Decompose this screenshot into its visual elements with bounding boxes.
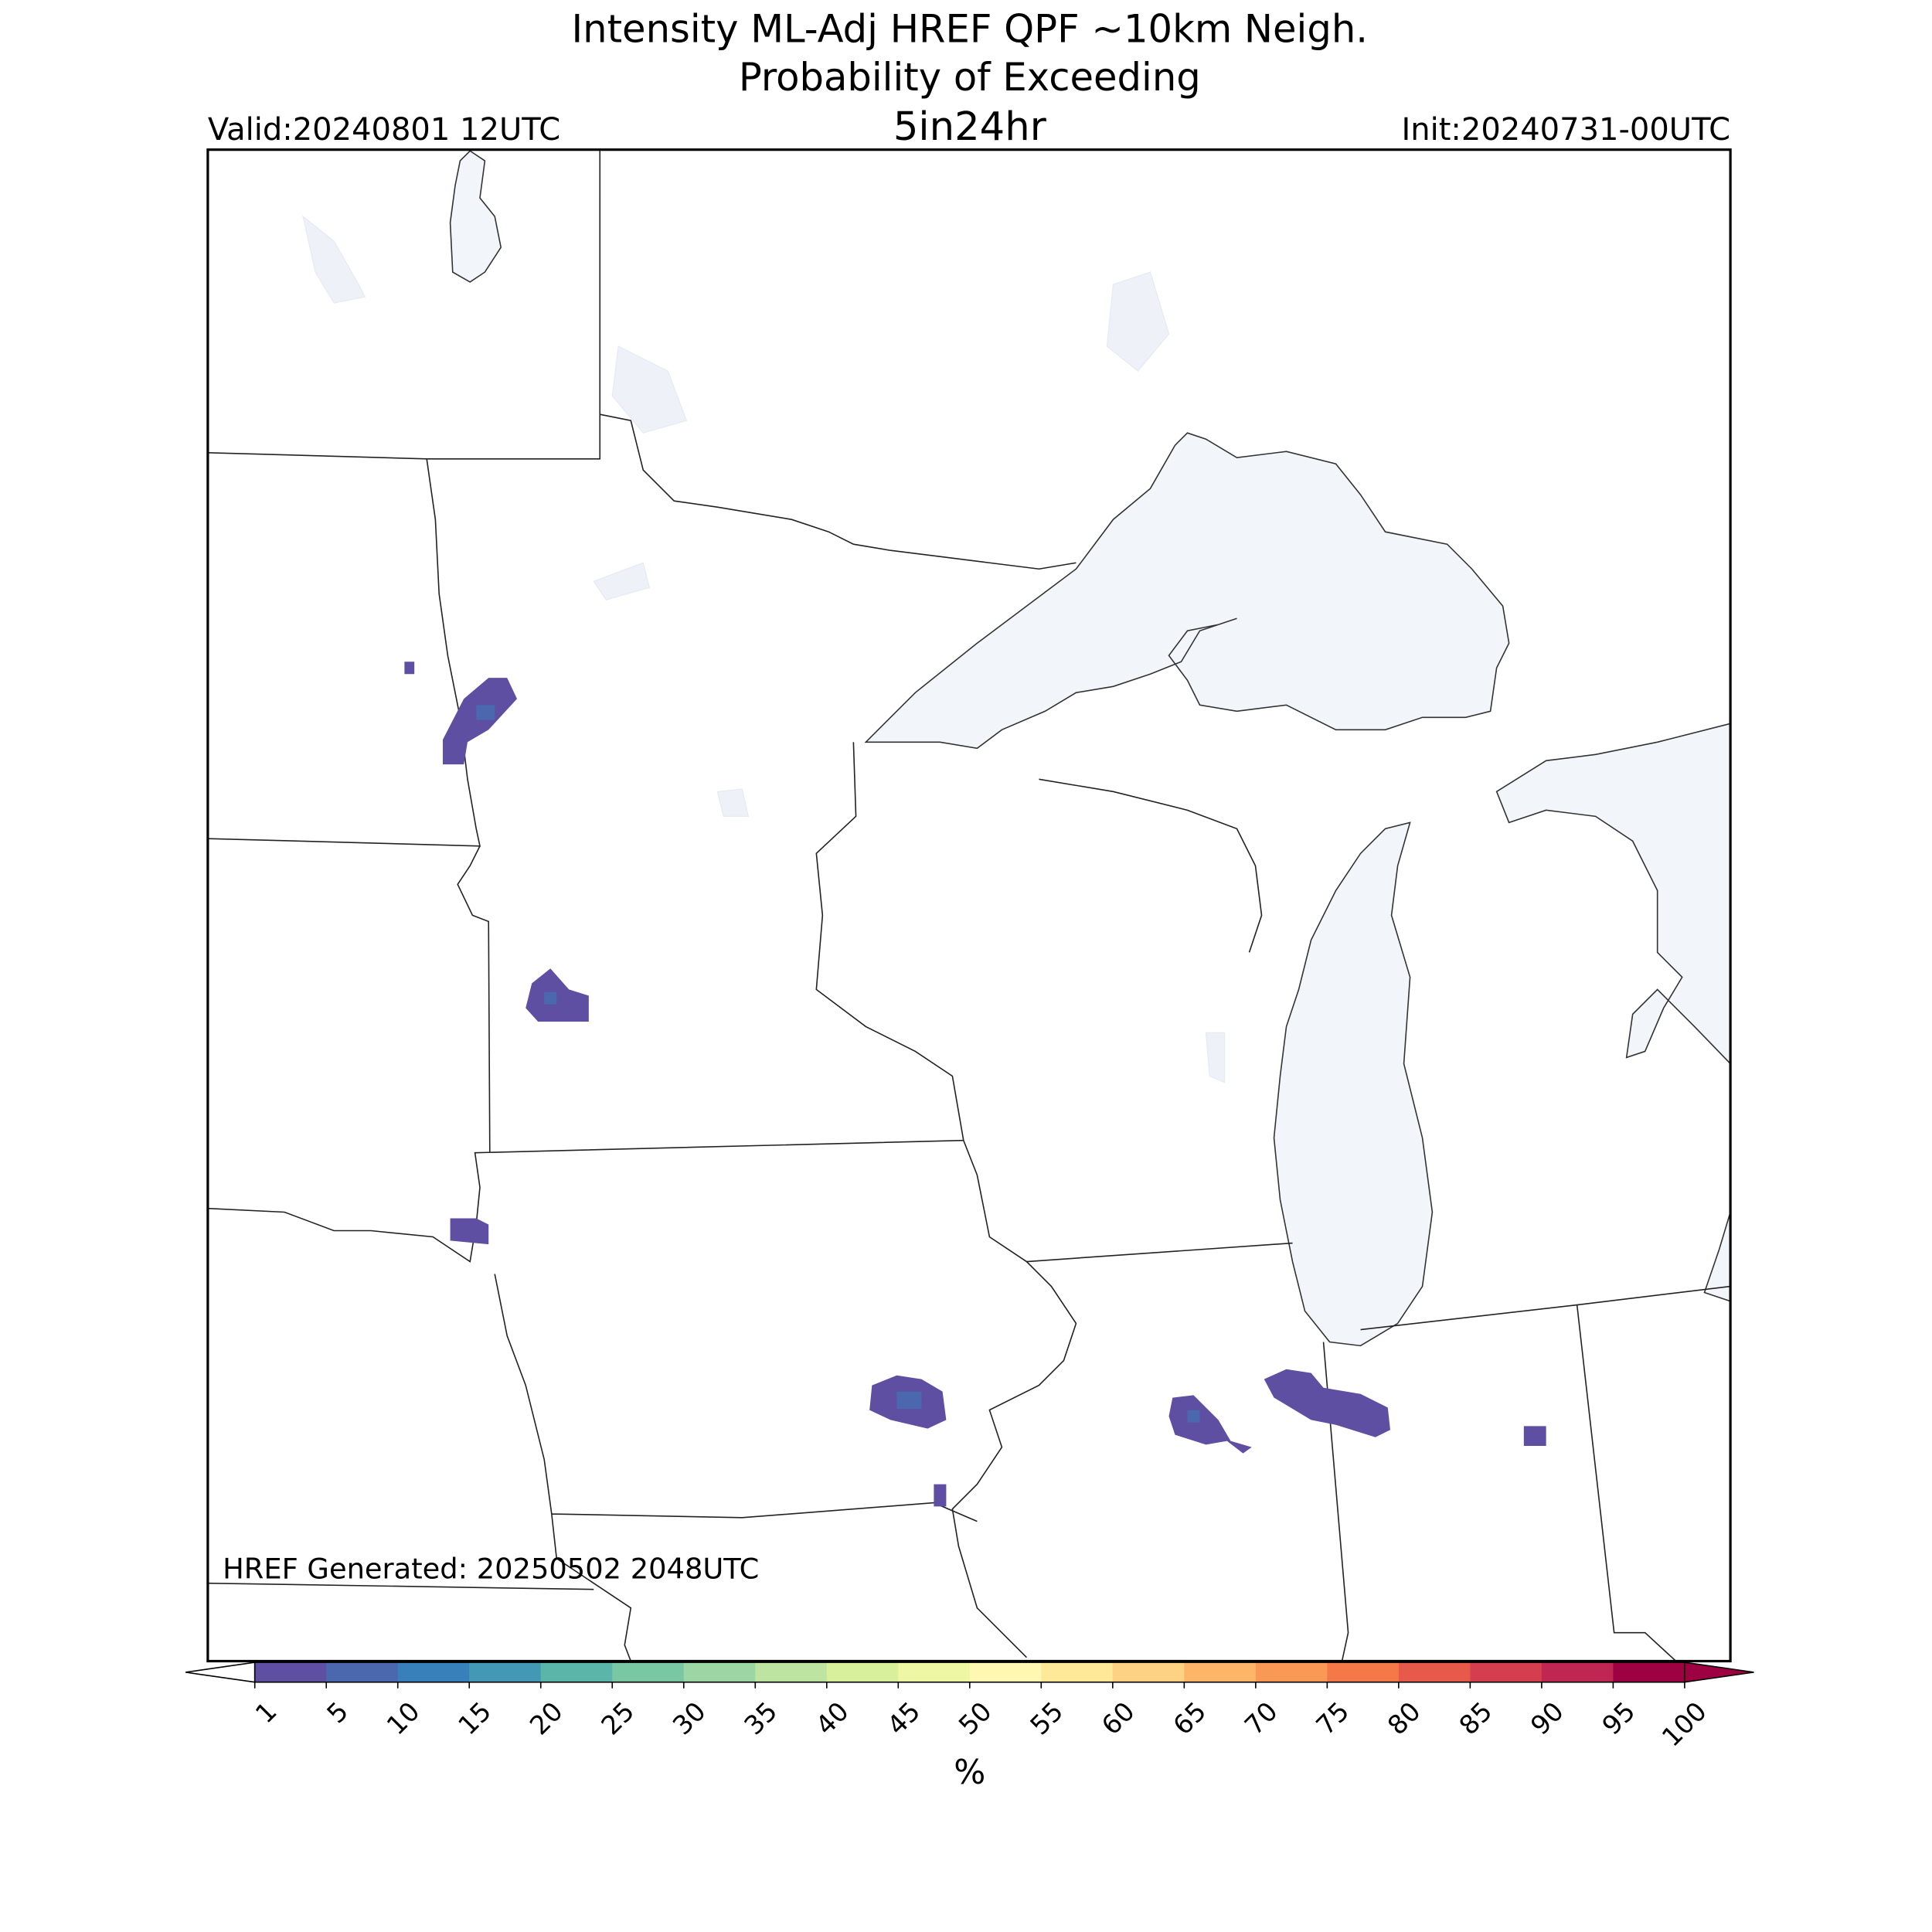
- valid-time: Valid:20240801 12UTC: [208, 112, 560, 148]
- colorbar-swatch: [969, 1662, 1043, 1682]
- border-ne-ks: [207, 1582, 594, 1590]
- lake-erie: [1703, 1212, 1731, 1302]
- border-in-oh: [1322, 1285, 1731, 1662]
- border-wi-mi: [1039, 778, 1263, 953]
- border-mn-ia: [207, 1139, 964, 1263]
- colorbar-swatch: [540, 1662, 614, 1682]
- colorbar-swatch: [683, 1662, 757, 1682]
- colorbar-swatch: [826, 1662, 900, 1682]
- colorbar-swatch: [397, 1662, 471, 1682]
- init-time: Init:20240731-00UTC: [1401, 112, 1730, 148]
- colorbar-swatch: [1255, 1662, 1328, 1682]
- colorbar-swatch: [1041, 1662, 1114, 1682]
- lake-superior: [864, 432, 1510, 750]
- colorbar-swatch: [469, 1662, 542, 1682]
- colorbar-swatch: [1112, 1662, 1185, 1682]
- colorbar-swatch: [1613, 1662, 1685, 1682]
- colorbar-swatch: [612, 1662, 685, 1682]
- colorbar-swatch: [1541, 1662, 1614, 1682]
- inland-lakes: [302, 215, 1226, 1083]
- border-nd-canada: [207, 149, 601, 460]
- colorbar-swatch: [1327, 1662, 1400, 1682]
- border-wi-il: [1026, 1242, 1293, 1263]
- colorbar-label: %: [954, 1753, 985, 1792]
- map: HREF Generated: 20250502 2048UTC: [206, 148, 1732, 1663]
- colorbar-swatch: [755, 1662, 828, 1682]
- colorbar-swatch: [898, 1662, 971, 1682]
- colorbar-swatch: [1398, 1662, 1471, 1682]
- border-sd-mn: [457, 845, 491, 1153]
- lake-michigan: [1273, 821, 1434, 1347]
- generated-note: HREF Generated: 20250502 2048UTC: [223, 1552, 759, 1585]
- subtitle: Probability of Exceeding: [739, 55, 1201, 100]
- border-mississippi: [815, 742, 1077, 1658]
- border-mn-canada: [600, 413, 1077, 570]
- colorbar-swatch: [326, 1662, 399, 1682]
- lake-of-the-woods: [449, 150, 502, 283]
- colorbar-swatch: [254, 1662, 328, 1682]
- colorbar-swatch: [1470, 1662, 1543, 1682]
- map-frame: [206, 148, 1732, 1663]
- title: Intensity ML-Adj HREF QPF ~10km Neigh.: [572, 6, 1369, 51]
- border-ia-mo: [494, 1274, 978, 1662]
- threshold: 5in24hr: [893, 104, 1047, 150]
- colorbar-swatch: [1184, 1662, 1257, 1682]
- lake-huron: [1495, 723, 1731, 1065]
